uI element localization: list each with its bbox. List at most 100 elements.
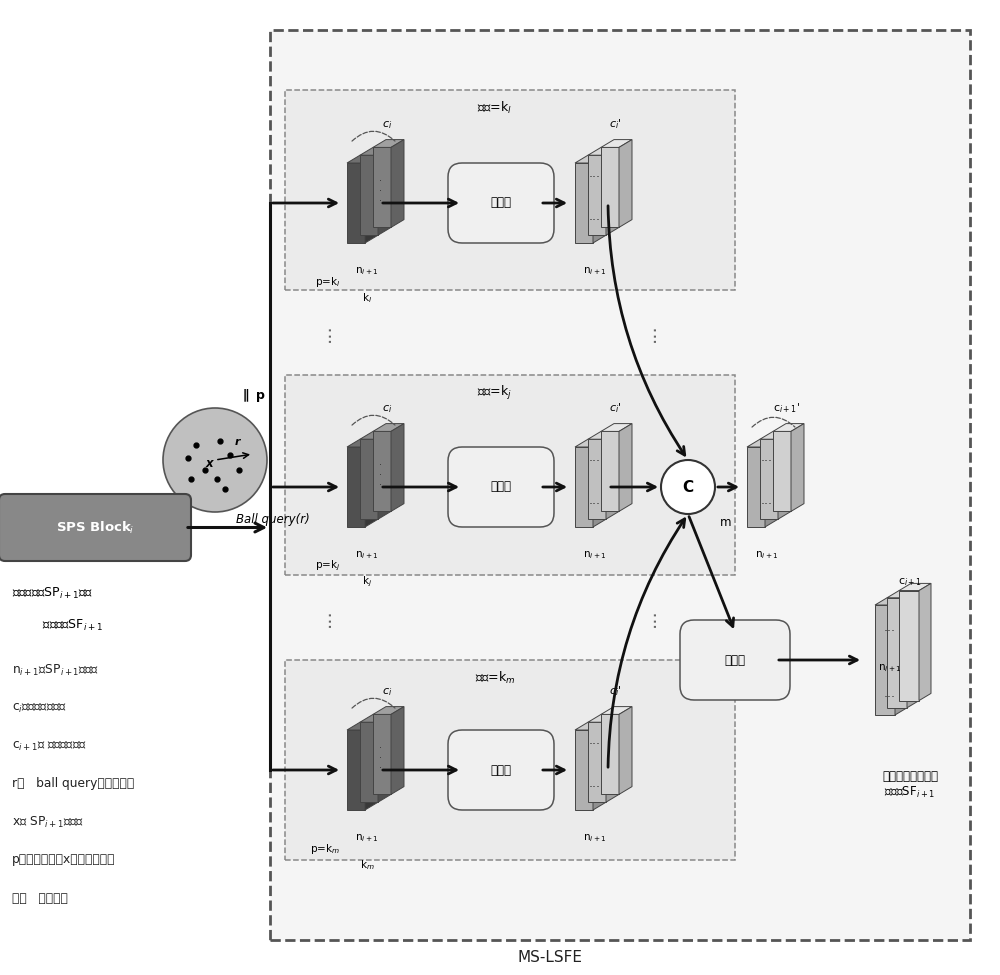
Polygon shape [365,439,378,527]
Polygon shape [593,155,606,243]
Polygon shape [360,431,391,439]
Polygon shape [373,423,404,431]
FancyBboxPatch shape [0,494,191,561]
Polygon shape [791,423,804,512]
Polygon shape [347,163,365,243]
Text: c$_i$: c$_i$ [382,119,392,131]
Polygon shape [765,439,778,527]
Polygon shape [875,598,907,605]
Text: Ball query(r): Ball query(r) [236,514,310,526]
Polygon shape [373,139,404,147]
Text: p：随机选取的x邻域点的数目: p：随机选取的x邻域点的数目 [12,853,116,867]
Polygon shape [899,591,919,701]
Polygon shape [360,147,391,155]
Text: k$_m$: k$_m$ [360,858,374,872]
Polygon shape [360,722,378,802]
Text: MS-LSFE: MS-LSFE [518,950,582,964]
Text: x： SP$_{i+1}$中的点: x： SP$_{i+1}$中的点 [12,814,84,830]
Text: p=k$_l$: p=k$_l$ [315,275,340,289]
Text: n$_{i+1}$: n$_{i+1}$ [583,549,607,561]
Text: ···: ··· [589,738,601,752]
Polygon shape [373,431,391,512]
Polygon shape [365,155,378,243]
Polygon shape [360,439,378,520]
Polygon shape [575,730,593,810]
Text: c$_i$': c$_i$' [609,684,621,698]
Circle shape [661,460,715,514]
Text: ···: ··· [589,172,601,184]
Text: Ⓢ：   拼接操作: Ⓢ： 拼接操作 [12,891,68,905]
FancyBboxPatch shape [285,375,735,575]
Text: c$_{i+1}$： 输出的特征数: c$_{i+1}$： 输出的特征数 [12,739,87,753]
Text: ···: ··· [761,498,773,512]
Text: $\mathbf{\parallel}$ p: $\mathbf{\parallel}$ p [240,387,266,405]
Text: ···: ··· [589,498,601,512]
Text: m: m [720,516,732,528]
FancyBboxPatch shape [285,660,735,860]
Polygon shape [378,715,391,802]
Polygon shape [895,598,907,715]
Text: r：   ball query算法的半径: r： ball query算法的半径 [12,777,134,791]
Text: 输入显著点SP$_{i+1}$及其: 输入显著点SP$_{i+1}$及其 [12,585,93,601]
Polygon shape [606,715,619,802]
Polygon shape [373,707,404,715]
Text: ···: ··· [884,691,896,705]
Text: c$_i$': c$_i$' [609,401,621,415]
Text: ···: ··· [589,782,601,795]
Text: c$_{i+1}$: c$_{i+1}$ [898,576,922,588]
Polygon shape [887,598,907,708]
Polygon shape [601,431,619,512]
Text: ···: ··· [589,455,601,469]
Text: c$_{i+1}$': c$_{i+1}$' [773,401,801,415]
Polygon shape [347,722,378,730]
Polygon shape [773,431,791,512]
Text: n$_{i+1}$：SP$_{i+1}$的点数: n$_{i+1}$：SP$_{i+1}$的点数 [12,662,99,678]
Polygon shape [347,155,378,163]
FancyBboxPatch shape [448,730,554,810]
Text: n$_{i+1}$: n$_{i+1}$ [355,265,379,277]
Text: c$_i$': c$_i$' [609,117,621,131]
Text: c$_i$: c$_i$ [382,404,392,415]
Polygon shape [378,147,391,235]
Polygon shape [588,431,619,439]
Polygon shape [575,447,593,527]
Text: 组卷积: 组卷积 [490,197,512,210]
Polygon shape [588,155,606,235]
Polygon shape [588,715,619,722]
Text: n$_{i+1}$: n$_{i+1}$ [878,662,902,674]
FancyBboxPatch shape [285,90,735,290]
Text: ···: ··· [646,323,664,342]
Text: C: C [682,480,694,494]
Polygon shape [373,147,391,227]
Text: r: r [234,437,240,447]
Text: k$_l$: k$_l$ [362,291,372,305]
Polygon shape [575,439,606,447]
Polygon shape [360,155,378,235]
Text: n$_{i+1}$: n$_{i+1}$ [355,832,379,843]
Polygon shape [887,591,919,598]
Polygon shape [875,605,895,715]
Polygon shape [593,722,606,810]
Polygon shape [347,439,378,447]
Text: n$_{i+1}$: n$_{i+1}$ [355,549,379,561]
Text: SPS Block$_i$: SPS Block$_i$ [56,520,134,535]
Polygon shape [760,439,778,520]
Polygon shape [601,139,632,147]
Polygon shape [391,707,404,795]
Text: ···: ··· [884,626,896,639]
Text: x: x [205,457,213,471]
Polygon shape [593,439,606,527]
Polygon shape [575,722,606,730]
Text: 特征向量SF$_{i+1}$: 特征向量SF$_{i+1}$ [35,617,103,633]
FancyBboxPatch shape [270,30,970,940]
Polygon shape [919,583,931,701]
Polygon shape [365,722,378,810]
Text: ···: ··· [320,608,340,627]
Polygon shape [373,715,391,795]
Polygon shape [588,147,619,155]
Circle shape [163,408,267,512]
Text: p=k$_j$: p=k$_j$ [315,559,340,573]
Text: 尺度=k$_j$: 尺度=k$_j$ [477,384,513,402]
Polygon shape [347,730,365,810]
Text: ···: ··· [646,608,664,627]
